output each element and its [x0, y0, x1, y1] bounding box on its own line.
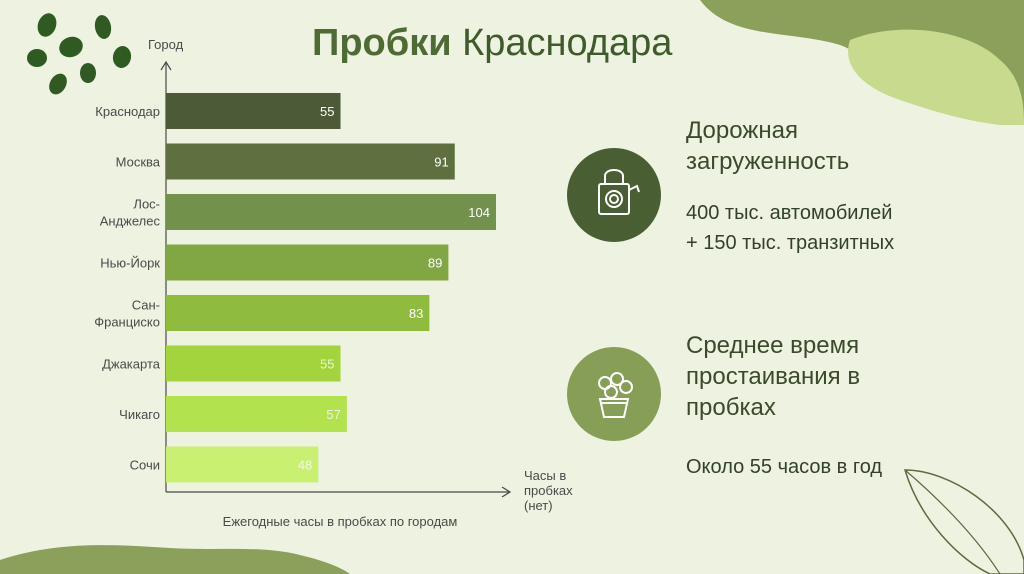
category-label: Анджелес: [100, 214, 161, 229]
traffic-text-line: 400 тыс. автомобилей: [686, 202, 893, 224]
x-axis-title-line: Часы в: [524, 468, 566, 483]
bar: [166, 446, 319, 483]
y-axis-title: Город: [148, 37, 184, 52]
traffic-text: 400 тыс. автомобилей + 150 тыс. транзитн…: [686, 198, 894, 258]
category-label: Краснодар: [95, 104, 160, 119]
category-label: Москва: [116, 155, 161, 170]
bar: [166, 194, 496, 230]
category-label: Франциско: [94, 315, 160, 330]
blob-bottom-left: [0, 545, 350, 574]
downtime-text: Около 55 часов в год: [686, 456, 883, 478]
bar-value-label: 89: [428, 256, 442, 271]
flower-pot-icon: [598, 372, 633, 418]
title-rest: Краснодара: [462, 22, 673, 64]
downtime-heading-line: Среднее время: [686, 332, 860, 359]
category-label: Сочи: [130, 458, 160, 473]
traffic-heading-line: Дорожная: [686, 117, 798, 144]
chart-caption: Ежегодные часы в пробках по городам: [223, 514, 458, 529]
bar-value-label: 55: [320, 357, 334, 372]
bar: [166, 295, 430, 331]
dots-decoration: [27, 13, 132, 95]
traffic-heading: Дорожная загруженность: [686, 115, 849, 177]
x-axis-arrow: [501, 486, 512, 498]
x-axis-title-line: пробках: [524, 483, 573, 498]
category-label: Нью-Йорк: [100, 256, 160, 271]
downtime-heading-line: пробках: [686, 394, 776, 421]
bar-value-label: 48: [298, 458, 312, 473]
title-bold: Пробки: [312, 22, 452, 64]
bar: [166, 244, 449, 281]
leaf-outline: [903, 469, 1024, 574]
y-axis-arrow: [160, 60, 172, 71]
downtime-heading: Среднее время простаивания в пробках: [686, 330, 860, 423]
downtime-heading-line: простаивания в: [686, 363, 861, 390]
downtime-icon-circle: [567, 347, 661, 441]
leaf-vein: [904, 469, 1001, 574]
x-axis-title-line: (нет): [524, 498, 553, 513]
bar: [166, 396, 347, 432]
category-label: Чикаго: [119, 407, 160, 422]
bar: [166, 143, 455, 180]
padlock-icon: [598, 169, 640, 215]
bar-value-label: 57: [326, 407, 340, 422]
category-label: Сан-: [132, 298, 160, 313]
category-label: Лос-: [133, 197, 160, 212]
page-title: Пробки Краснодара: [312, 22, 672, 65]
blob-light-top-right: [848, 29, 1024, 125]
traffic-icon-circle: [567, 148, 661, 242]
bar-value-label: 83: [409, 306, 423, 321]
bar-value-label: 55: [320, 104, 334, 119]
bar-value-label: 104: [468, 205, 490, 220]
traffic-heading-line: загруженность: [686, 148, 850, 175]
bar-value-label: 91: [434, 155, 448, 170]
traffic-text-line: + 150 тыс. транзитных: [686, 232, 895, 254]
bar: [166, 93, 341, 129]
bar: [166, 345, 341, 382]
category-label: Джакарта: [102, 357, 161, 372]
